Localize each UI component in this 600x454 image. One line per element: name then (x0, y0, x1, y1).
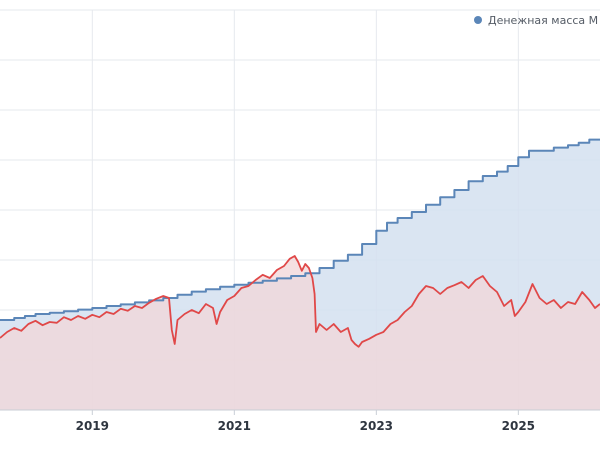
series-area-1 (0, 256, 600, 410)
series-line-1 (0, 255, 600, 348)
legend-label-money-supply[interactable]: Денежная масса М (488, 14, 598, 27)
x-axis: 2019 2021 2023 2025 (0, 409, 600, 433)
x-tick-label-2025: 2025 (502, 419, 535, 433)
series-areas (0, 139, 600, 410)
x-tick-label-2019: 2019 (76, 419, 109, 433)
series-lines (0, 138, 600, 348)
x-tick-label-2023: 2023 (360, 419, 393, 433)
legend-marker-money-supply (474, 16, 482, 24)
x-tick-label-2021: 2021 (218, 419, 251, 433)
legend[interactable]: Денежная масса М (474, 14, 598, 27)
series-line-0 (0, 138, 600, 321)
